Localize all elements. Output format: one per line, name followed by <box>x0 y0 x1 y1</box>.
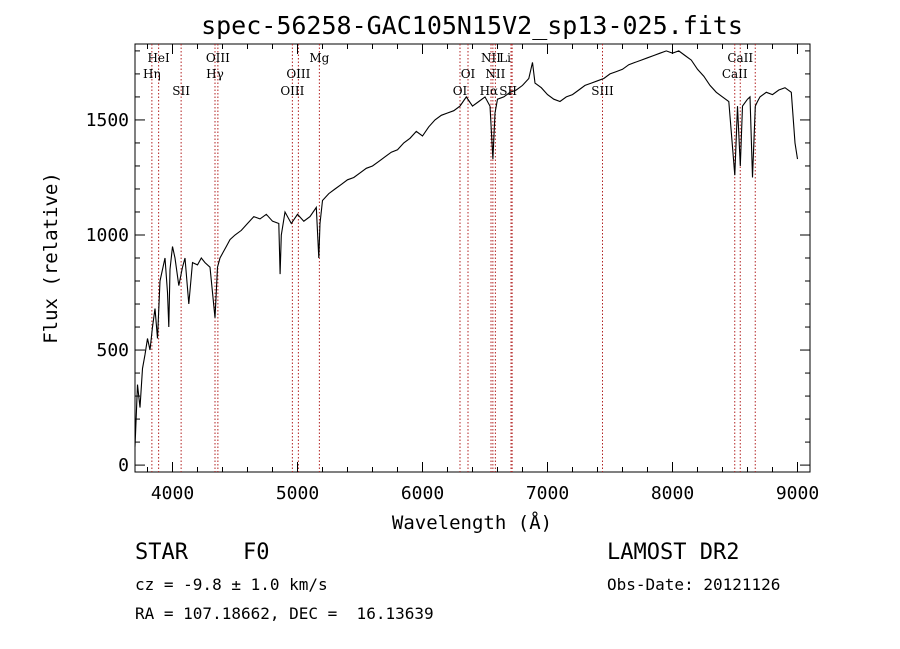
y-tick-label: 0 <box>118 455 129 476</box>
observation-date: Obs-Date: 20121126 <box>607 575 781 594</box>
y-axis-label: Flux (relative) <box>40 172 62 344</box>
spectrum-line <box>134 50 799 447</box>
survey-name: LAMOST DR2 <box>607 540 740 565</box>
redshift-cz: cz = -9.8 ± 1.0 km/s <box>135 575 328 594</box>
line-label: NII <box>485 67 505 81</box>
x-tick-label: 9000 <box>776 483 819 504</box>
line-label: SIII <box>591 84 614 98</box>
line-label: SII <box>172 84 190 98</box>
line-label: Hγ <box>206 67 224 81</box>
coordinates: RA = 107.18662, DEC = 16.13639 <box>135 604 434 623</box>
x-axis: 4000 5000 6000 7000 8000 9000 <box>147 44 819 504</box>
object-subclass: F0 <box>243 540 270 565</box>
x-tick-label: 6000 <box>401 483 444 504</box>
line-markers <box>151 44 756 472</box>
line-label: HeI <box>147 51 170 65</box>
object-class: STAR <box>135 540 188 565</box>
line-label: Hα <box>480 84 499 98</box>
line-label: OIII <box>280 84 304 98</box>
y-axis: 0 500 1000 1500 <box>86 50 810 476</box>
line-label: Hη <box>143 67 161 81</box>
x-tick-label: 4000 <box>151 483 194 504</box>
y-tick-label: 500 <box>96 340 129 361</box>
x-tick-label: 7000 <box>526 483 569 504</box>
line-label: SII <box>499 84 517 98</box>
line-label: Li <box>499 51 511 65</box>
line-label: CaII <box>722 67 748 81</box>
x-tick-label: 8000 <box>651 483 694 504</box>
x-tick-label: 5000 <box>276 483 319 504</box>
y-tick-label: 1500 <box>86 110 129 131</box>
y-tick-label: 1000 <box>86 225 129 246</box>
line-label: OI <box>453 84 468 98</box>
line-label: NII <box>481 51 501 65</box>
chart-title: spec-56258-GAC105N15V2_sp13-025.fits <box>201 11 743 40</box>
plot-frame <box>134 43 811 473</box>
line-label: Mg <box>309 51 329 65</box>
line-label: OIII <box>286 67 310 81</box>
line-label: OIII <box>206 51 230 65</box>
line-label: OI <box>461 67 476 81</box>
x-axis-label: Wavelength (Å) <box>392 511 552 534</box>
line-label: CaII <box>727 51 753 65</box>
